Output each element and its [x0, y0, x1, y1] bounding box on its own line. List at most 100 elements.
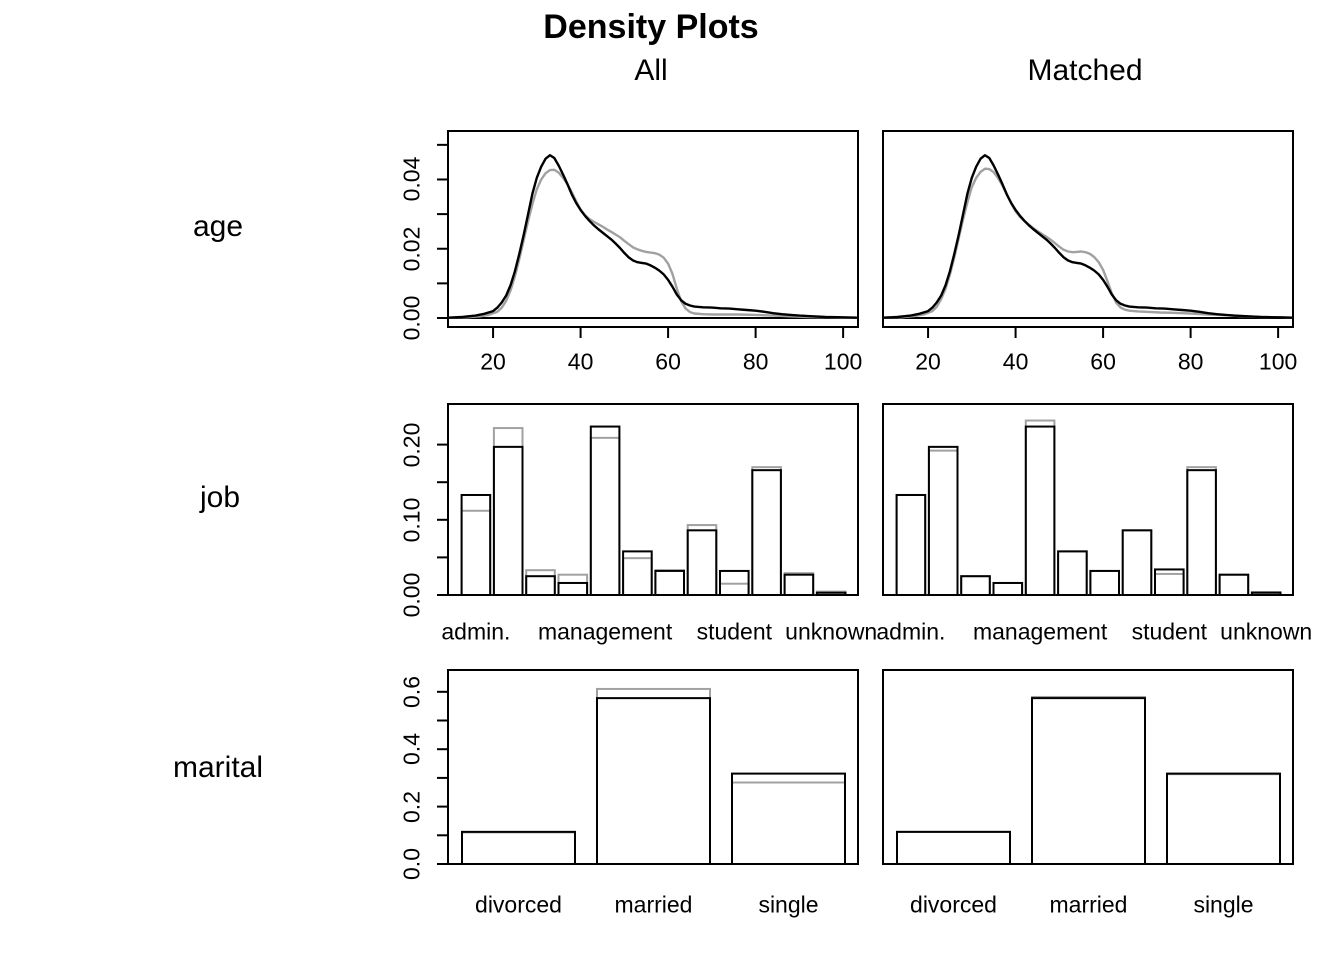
marital-y-tick-label: 0.4	[398, 733, 425, 766]
marital-all-bar-black	[461, 830, 576, 865]
job-all-bar-gray	[525, 569, 556, 597]
age-all-x-tick-label: 80	[742, 348, 769, 375]
job-all-bar-black	[654, 569, 686, 597]
marital-all-category-label: divorced	[475, 891, 562, 918]
age-all-density-curve-black	[447, 154, 859, 319]
marital-matched-bar-gray	[896, 830, 1011, 865]
marital-matched-bar-gray	[1031, 695, 1146, 865]
job-all-bar-black	[751, 469, 782, 596]
job-matched-bar-black	[1186, 469, 1217, 596]
age-y-tick-label: 0.04	[398, 157, 425, 202]
job-all-bar-black	[589, 425, 621, 596]
marital-matched-category-label: divorced	[910, 891, 997, 918]
age-matched-density-curve-gray	[882, 167, 1294, 319]
job-all-category-label: student	[696, 618, 773, 645]
job-matched-bar-gray	[895, 493, 927, 596]
job-all-category-label: admin.	[441, 618, 511, 645]
marital-matched-bar-black	[896, 830, 1011, 865]
job-matched-bar-black	[1089, 569, 1121, 597]
job-matched-bar-black	[960, 575, 991, 597]
job-matched-category-label: student	[1131, 618, 1208, 645]
job-all-bar-gray	[622, 557, 653, 597]
row-label-age: age	[192, 210, 244, 243]
job-all-bar-gray	[719, 582, 750, 596]
job-matched-bar-black	[895, 493, 927, 596]
marital-all-bar-gray	[731, 781, 846, 866]
age-matched-density-curve-black	[882, 154, 1294, 319]
job-y-tick-label: 0.10	[398, 497, 425, 543]
job-all-bar-black	[525, 575, 556, 597]
age-matched-x-tick-label: 20	[915, 348, 941, 375]
job-matched-bar-black	[1250, 591, 1282, 596]
column-header-matched: Matched	[1027, 54, 1143, 87]
age-matched-x-tick-label: 40	[1002, 348, 1029, 375]
job-matched-bar-black	[1024, 425, 1056, 596]
age-all-x-tick-label: 40	[567, 348, 594, 375]
marital-y-tick-label: 0.6	[398, 675, 425, 708]
job-matched-bar-gray	[1218, 573, 1250, 596]
job-all-bar-gray	[783, 572, 815, 597]
job-matched-bar-gray	[1186, 466, 1217, 596]
job-all-bar-gray	[654, 569, 686, 597]
marital-matched-bar-black	[1031, 697, 1146, 865]
age-all-x-tick-label: 60	[655, 348, 681, 375]
marital-all-category-label: married	[614, 891, 693, 918]
job-matched-category-label: unknown	[1220, 618, 1313, 645]
job-y-tick-label: 0.00	[398, 572, 425, 618]
job-matched-bar-gray	[1057, 550, 1088, 596]
age-all-density-curve-gray	[447, 168, 858, 319]
marital-all-category-label: single	[758, 891, 819, 918]
job-all-bar-black	[557, 581, 589, 597]
age-matched-x-tick-label: 60	[1090, 348, 1116, 375]
age-y-tick-label: 0.02	[398, 226, 425, 272]
job-matched-bar-gray	[960, 575, 991, 597]
marital-matched-bar-black	[1166, 772, 1281, 865]
marital-y-tick-label: 0.0	[398, 848, 425, 880]
job-all-panel-box	[447, 403, 859, 596]
job-matched-bar-gray	[1121, 529, 1153, 596]
row-label-job: job	[199, 481, 241, 514]
job-all-bar-gray	[686, 524, 718, 597]
job-matched-panel-box	[882, 403, 1294, 596]
marital-all-bar-gray	[461, 831, 576, 865]
job-all-category-label: management	[537, 618, 673, 645]
job-all-category-label: unknown	[785, 618, 878, 645]
job-all-bar-gray	[460, 509, 492, 597]
job-matched-bar-gray	[992, 581, 1024, 597]
job-matched-bar-black	[1057, 550, 1088, 596]
figure-title: Density Plots	[543, 8, 759, 46]
job-all-bar-black	[622, 550, 653, 596]
marital-all-bar-black	[731, 772, 846, 865]
job-matched-bar-black	[1154, 568, 1185, 596]
age-matched-panel-box	[882, 130, 1294, 328]
age-all-x-tick-label: 100	[823, 348, 863, 375]
job-matched-bar-gray	[1154, 572, 1185, 597]
marital-matched-bar-gray	[1166, 773, 1281, 866]
job-all-bar-black	[492, 445, 524, 597]
age-matched-x-tick-label: 80	[1177, 348, 1204, 375]
marital-all-bar-black	[596, 697, 711, 865]
job-matched-category-label: management	[972, 618, 1108, 645]
row-label-marital: marital	[172, 751, 264, 784]
job-matched-category-label: admin.	[876, 618, 946, 645]
age-matched-x-tick-label: 100	[1258, 348, 1298, 375]
job-matched-bar-gray	[1024, 419, 1056, 596]
job-matched-bar-gray	[1089, 569, 1121, 597]
marital-y-tick-label: 0.2	[398, 790, 425, 823]
job-y-tick-label: 0.20	[398, 422, 425, 467]
column-header-all: All	[634, 54, 668, 87]
job-all-bar-gray	[557, 573, 589, 596]
job-matched-bar-black	[1121, 529, 1153, 596]
job-matched-bar-black	[992, 581, 1024, 597]
marital-matched-category-label: single	[1193, 891, 1254, 918]
job-matched-bar-black	[1218, 573, 1250, 596]
job-all-bar-gray	[751, 466, 782, 596]
job-all-bar-black	[719, 569, 750, 597]
job-all-bar-gray	[589, 436, 621, 597]
age-y-tick-label: 0.00	[398, 295, 425, 341]
job-all-bar-gray	[492, 427, 524, 596]
age-all-panel-box	[447, 130, 859, 328]
age-all-x-tick-label: 20	[480, 348, 506, 375]
